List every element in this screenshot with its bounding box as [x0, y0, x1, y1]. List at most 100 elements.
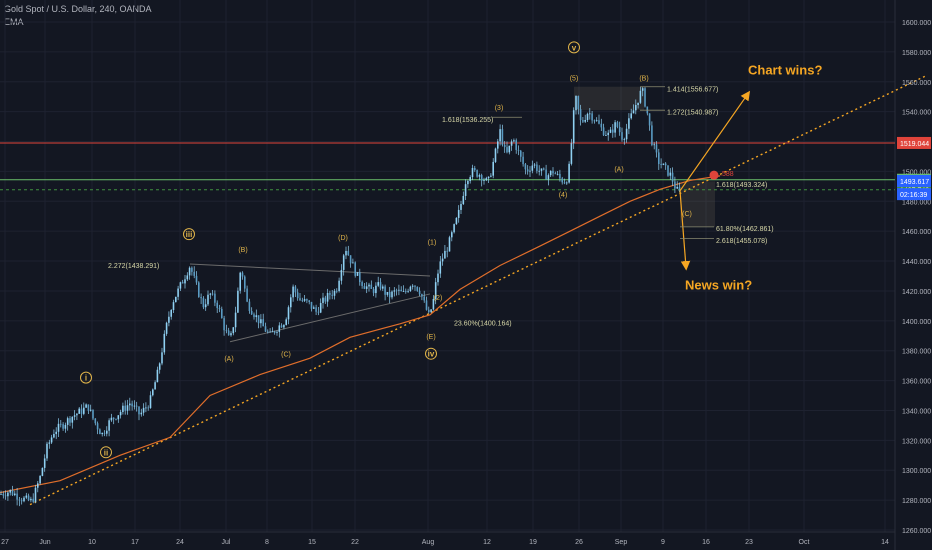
- candle-body: [441, 258, 444, 262]
- price-badge: [897, 174, 931, 187]
- candle-body: [648, 113, 651, 126]
- candle-body: [101, 432, 103, 435]
- time-tick: 10: [88, 539, 96, 546]
- candle-body: [207, 294, 209, 305]
- price-tick: 1480.000: [902, 199, 931, 206]
- candle-body: [639, 90, 642, 103]
- candle-body: [106, 430, 108, 434]
- candle-body: [487, 176, 490, 179]
- arrow-down[interactable]: [679, 190, 691, 271]
- candle-body: [460, 204, 462, 210]
- arrow-up[interactable]: [679, 90, 751, 192]
- candle-body: [2, 493, 5, 496]
- candle-body: [667, 165, 669, 176]
- candle-body: [43, 458, 46, 468]
- candle-body: [152, 389, 154, 396]
- candle-body: [421, 294, 423, 297]
- trendline-dotted[interactable]: [29, 75, 927, 506]
- time-tick: Sep: [615, 539, 628, 546]
- candle-body: [145, 407, 147, 409]
- candle-body: [349, 255, 352, 264]
- candle-body: [644, 88, 646, 107]
- candle-body: [200, 297, 202, 299]
- candle-body: [133, 405, 136, 407]
- time-tick: 19: [529, 539, 537, 546]
- time-tick: 16: [702, 539, 710, 546]
- candle-body: [575, 95, 577, 111]
- candle-body: [317, 311, 320, 313]
- candle-body: [600, 123, 603, 128]
- candle-body: [416, 286, 419, 291]
- candle-body: [549, 170, 552, 176]
- news-marker-dot[interactable]: [709, 170, 719, 180]
- candle-body: [246, 288, 248, 302]
- price-tick: 1540.000: [902, 110, 931, 117]
- candle-body: [513, 140, 515, 142]
- candle-body: [434, 282, 437, 299]
- candle-body: [253, 314, 255, 318]
- candle-body: [122, 405, 124, 412]
- candle-body: [469, 177, 471, 181]
- candle-body: [172, 302, 175, 311]
- candle-body: [211, 293, 214, 295]
- candle-body: [503, 144, 506, 148]
- candle-body: [149, 395, 152, 408]
- candle-body: [195, 275, 198, 283]
- candle-body: [524, 164, 527, 170]
- candle-body: [499, 129, 501, 142]
- candle-body: [34, 487, 37, 502]
- candle-body: [25, 495, 28, 498]
- candle-body: [326, 292, 329, 302]
- annotation-chart-wins: Chart wins?: [748, 62, 822, 77]
- candle-body: [99, 429, 101, 435]
- candle-body: [559, 173, 561, 179]
- candle-body: [147, 407, 149, 409]
- annotation-news-win: News win?: [685, 277, 752, 292]
- candle-body: [414, 285, 416, 287]
- candle-body: [439, 261, 442, 274]
- candle-body: [400, 289, 402, 292]
- level-badge: [897, 136, 931, 149]
- candle-body: [232, 327, 235, 334]
- candle-body: [276, 331, 278, 333]
- candle-body: [271, 331, 274, 333]
- candle-body: [53, 433, 55, 438]
- candle-body: [446, 250, 448, 252]
- price-tick: 1280.000: [902, 498, 931, 505]
- candle-body: [179, 282, 182, 289]
- candle-body: [593, 120, 596, 122]
- candle-body: [579, 109, 582, 121]
- candle-body: [602, 127, 605, 136]
- candle-body: [658, 152, 660, 165]
- candle-body: [533, 164, 536, 166]
- candle-body: [591, 113, 593, 121]
- candle-body: [257, 315, 260, 324]
- candle-body: [66, 418, 69, 425]
- candle-body: [287, 307, 290, 320]
- ema-line[interactable]: [0, 175, 721, 494]
- time-tick: 8: [265, 539, 269, 546]
- candle-body: [497, 141, 499, 149]
- candle-body: [0, 493, 2, 495]
- candle-body: [676, 186, 678, 189]
- candle-body: [278, 325, 281, 332]
- price-badge-text: 02:16:39: [900, 192, 927, 199]
- wave-label: (B): [238, 247, 247, 254]
- candle-body: [595, 120, 598, 122]
- candle-body: [630, 113, 632, 119]
- candle-body: [577, 95, 580, 110]
- time-tick: Jul: [222, 539, 231, 546]
- wedge-lower-line: [229, 293, 431, 343]
- candle-body: [87, 404, 90, 411]
- candle-body: [55, 431, 57, 434]
- candle-body: [342, 255, 345, 270]
- candle-body: [662, 163, 665, 165]
- candle-body: [69, 418, 71, 423]
- candle-body: [391, 291, 393, 298]
- candle-body: [23, 497, 25, 502]
- time-tick: 9: [661, 539, 665, 546]
- candle-body: [73, 415, 76, 417]
- candle-body: [9, 489, 11, 493]
